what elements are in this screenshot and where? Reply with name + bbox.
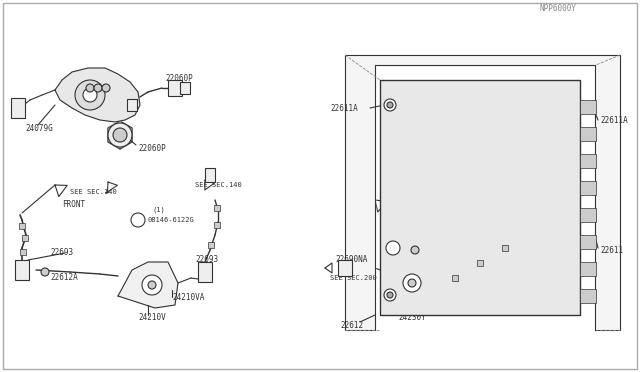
Text: 24079G: 24079G (25, 124, 52, 132)
Bar (338, 260, 352, 276)
Bar (580, 235, 596, 249)
Polygon shape (205, 180, 214, 190)
Circle shape (131, 213, 145, 227)
Bar (580, 289, 596, 303)
Text: 22060P: 22060P (138, 144, 166, 153)
Text: (1): (1) (153, 207, 166, 213)
Bar (180, 82, 190, 94)
Text: 22611A: 22611A (600, 115, 628, 125)
Text: (2): (2) (408, 235, 420, 241)
Text: 24210V: 24210V (138, 314, 166, 323)
Text: 22693: 22693 (195, 256, 218, 264)
Text: 08146-6122G: 08146-6122G (147, 217, 194, 223)
Circle shape (94, 84, 102, 92)
Bar (20, 249, 26, 255)
Text: SEE SEC.200: SEE SEC.200 (330, 275, 377, 281)
Bar (580, 181, 596, 195)
Bar (205, 168, 215, 182)
Bar (580, 154, 596, 168)
Bar (580, 208, 596, 222)
Text: B: B (134, 218, 138, 222)
Text: FRONT: FRONT (392, 211, 415, 219)
Circle shape (386, 241, 400, 255)
Text: 22690N: 22690N (485, 276, 513, 285)
Circle shape (403, 274, 421, 292)
Text: 24230Y: 24230Y (398, 314, 426, 323)
Circle shape (142, 275, 162, 295)
Polygon shape (522, 212, 530, 221)
Bar (452, 275, 458, 281)
Circle shape (41, 268, 49, 276)
Bar (214, 205, 220, 211)
Text: 24210VA: 24210VA (172, 294, 204, 302)
Bar (11, 98, 25, 118)
Polygon shape (108, 182, 117, 192)
Text: FRONT: FRONT (62, 199, 85, 208)
Circle shape (384, 99, 396, 111)
Polygon shape (345, 55, 620, 330)
Text: 22060P: 22060P (165, 74, 193, 83)
Circle shape (83, 88, 97, 102)
Text: 22611A: 22611A (330, 103, 358, 112)
Circle shape (408, 279, 416, 287)
Bar (198, 262, 212, 282)
Bar (15, 260, 29, 280)
Polygon shape (385, 260, 432, 308)
Polygon shape (325, 263, 332, 273)
Text: 22612: 22612 (340, 321, 363, 330)
Bar (208, 242, 214, 248)
Circle shape (113, 128, 127, 142)
Circle shape (108, 123, 132, 147)
Bar (580, 262, 596, 276)
Bar (19, 223, 25, 229)
Bar (214, 222, 220, 228)
Text: SEE SEC.200: SEE SEC.200 (504, 201, 551, 207)
Polygon shape (375, 200, 387, 212)
Text: 22611: 22611 (600, 246, 623, 254)
Text: 22690NA: 22690NA (335, 256, 367, 264)
Polygon shape (108, 121, 132, 149)
Text: 08146-6122G: 08146-6122G (402, 245, 449, 251)
Bar (22, 235, 28, 241)
Circle shape (114, 129, 126, 141)
Bar (477, 260, 483, 266)
Bar (168, 80, 182, 96)
Circle shape (387, 102, 393, 108)
Bar (580, 100, 596, 114)
Polygon shape (55, 68, 140, 122)
Circle shape (148, 281, 156, 289)
Circle shape (411, 246, 419, 254)
Circle shape (102, 84, 110, 92)
Bar (502, 245, 508, 251)
Bar (127, 99, 137, 111)
Circle shape (384, 289, 396, 301)
Circle shape (387, 292, 393, 298)
Text: SEE SEC.140: SEE SEC.140 (195, 182, 242, 188)
Circle shape (75, 80, 105, 110)
Text: SEE SEC.140: SEE SEC.140 (70, 189, 116, 195)
Polygon shape (118, 262, 178, 308)
Text: NPP6000Y: NPP6000Y (540, 3, 577, 13)
Text: 22693: 22693 (50, 247, 73, 257)
Bar (380, 80, 580, 315)
Bar (580, 127, 596, 141)
Polygon shape (55, 185, 67, 196)
Text: 22612A: 22612A (50, 273, 77, 282)
Text: B: B (389, 246, 393, 250)
Circle shape (86, 84, 94, 92)
